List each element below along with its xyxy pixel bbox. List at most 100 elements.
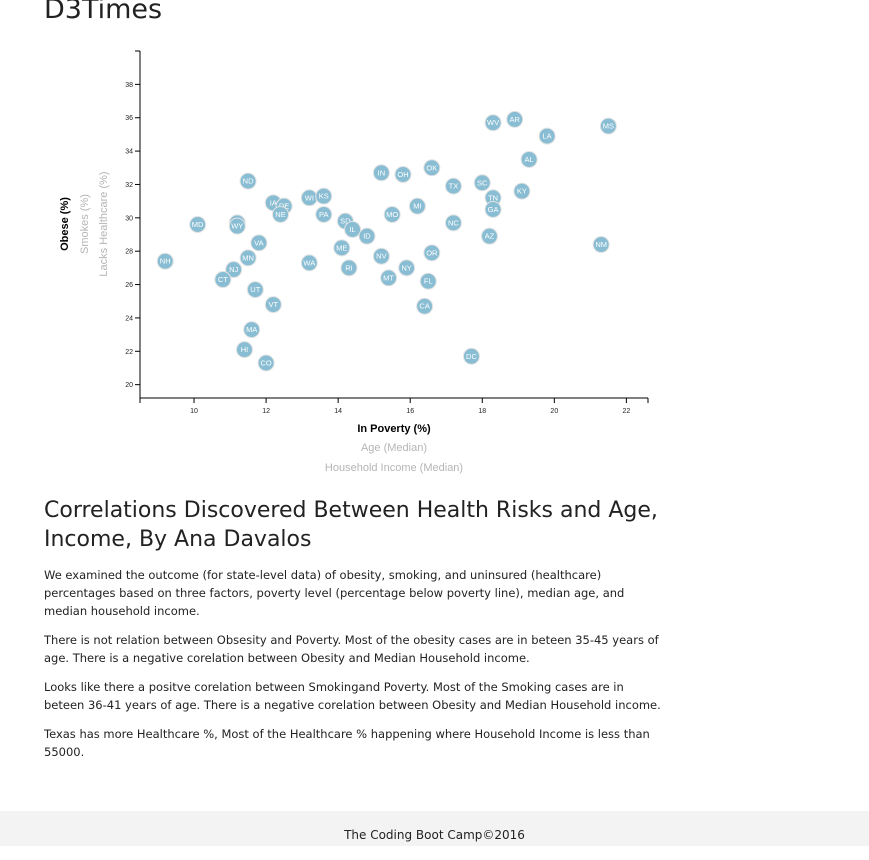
state-point[interactable] bbox=[272, 205, 290, 223]
x-tick-label: 22 bbox=[622, 408, 630, 415]
state-point[interactable] bbox=[538, 127, 556, 145]
state-label: AR bbox=[509, 115, 520, 124]
y-tick-label: 32 bbox=[125, 182, 133, 189]
state-label: SD bbox=[340, 217, 351, 226]
scatter-chart: 10 12 14 16 18 20 22 20 22 24 26 28 30 32 34 36 38 WV AR… bbox=[59, 50, 649, 474]
article-paragraph-2: There is not relation between Obsesity a… bbox=[44, 633, 659, 665]
state-point[interactable] bbox=[484, 200, 502, 218]
state-label: ME bbox=[336, 243, 347, 252]
state-point[interactable] bbox=[423, 159, 441, 177]
state-point[interactable] bbox=[264, 296, 282, 314]
x-axis-label-option[interactable]: Household Income (Median) bbox=[325, 462, 463, 474]
state-point[interactable] bbox=[372, 247, 390, 265]
article-paragraph-4: Texas has more Healthcare %, Most of the… bbox=[44, 727, 650, 759]
state-point[interactable] bbox=[235, 341, 253, 359]
y-axis-label-option[interactable]: Obese (%) bbox=[59, 197, 71, 251]
state-point[interactable] bbox=[300, 254, 318, 272]
state-label: DC bbox=[466, 352, 477, 361]
article-paragraph-1: We examined the outcome (for state-level… bbox=[44, 568, 625, 618]
state-label: MI bbox=[413, 202, 421, 211]
state-point[interactable] bbox=[520, 150, 538, 168]
state-label: UT bbox=[250, 285, 260, 294]
article-heading: Correlations Discovered Between Health R… bbox=[44, 498, 658, 552]
state-label: ID bbox=[363, 232, 371, 241]
state-point[interactable] bbox=[214, 271, 232, 289]
x-axis: 10 12 14 16 18 20 22 bbox=[139, 397, 649, 415]
state-label: IA bbox=[270, 198, 277, 207]
x-tick-label: 20 bbox=[550, 408, 558, 415]
state-label: WV bbox=[487, 118, 499, 127]
state-label: KY bbox=[517, 187, 527, 196]
x-tick-label: 14 bbox=[334, 408, 342, 415]
state-point[interactable] bbox=[423, 244, 441, 262]
state-point[interactable] bbox=[156, 252, 174, 270]
state-point[interactable] bbox=[398, 259, 416, 277]
state-point[interactable] bbox=[243, 321, 261, 339]
state-point[interactable] bbox=[484, 114, 502, 132]
state-point[interactable] bbox=[358, 227, 376, 245]
y-tick-label: 38 bbox=[125, 82, 133, 89]
state-point[interactable] bbox=[315, 187, 333, 205]
state-label: NE bbox=[275, 210, 285, 219]
state-point[interactable] bbox=[506, 110, 524, 128]
page-title: D3Times bbox=[44, 0, 163, 25]
state-label: NC bbox=[448, 218, 459, 227]
state-point[interactable] bbox=[372, 164, 390, 182]
state-point[interactable] bbox=[257, 354, 275, 372]
state-point[interactable] bbox=[383, 205, 401, 223]
state-label: NJ bbox=[229, 265, 238, 274]
state-point[interactable] bbox=[419, 272, 437, 290]
state-label: WY bbox=[231, 222, 243, 231]
state-point[interactable] bbox=[246, 281, 264, 299]
state-label: RI bbox=[345, 263, 353, 272]
y-tick-label: 20 bbox=[125, 382, 133, 389]
x-tick-label: 16 bbox=[406, 408, 414, 415]
state-point[interactable] bbox=[408, 197, 426, 215]
state-point[interactable] bbox=[340, 259, 358, 277]
y-axis: 20 22 24 26 28 30 32 34 36 38 bbox=[125, 50, 141, 398]
state-label: MS bbox=[603, 122, 614, 131]
state-label: SC bbox=[477, 178, 488, 187]
y-tick-label: 28 bbox=[125, 249, 133, 256]
state-label: VA bbox=[254, 238, 263, 247]
state-label: CO bbox=[260, 358, 271, 367]
state-point[interactable] bbox=[513, 182, 531, 200]
state-label: HI bbox=[241, 345, 249, 354]
state-point[interactable] bbox=[380, 269, 398, 287]
state-label: NY bbox=[401, 263, 411, 272]
state-label: NM bbox=[595, 240, 607, 249]
state-label: NV bbox=[376, 252, 386, 261]
state-point[interactable] bbox=[189, 216, 207, 233]
state-point[interactable] bbox=[462, 347, 480, 365]
state-label: TN bbox=[488, 193, 498, 202]
state-point[interactable] bbox=[344, 221, 362, 239]
state-point[interactable] bbox=[250, 234, 268, 252]
state-point[interactable] bbox=[444, 177, 462, 195]
state-point[interactable] bbox=[225, 261, 243, 279]
state-point[interactable] bbox=[228, 217, 246, 235]
state-label: TX bbox=[449, 182, 459, 191]
state-point[interactable] bbox=[599, 117, 617, 135]
y-axis-label-option[interactable]: Lacks Healthcare (%) bbox=[98, 171, 110, 276]
state-point[interactable] bbox=[315, 205, 333, 223]
state-label: WI bbox=[305, 193, 314, 202]
state-point[interactable] bbox=[239, 249, 257, 267]
state-point[interactable] bbox=[239, 172, 257, 190]
state-point[interactable] bbox=[444, 214, 462, 232]
y-axis-label-option[interactable]: Smokes (%) bbox=[79, 194, 91, 254]
x-tick-label: 18 bbox=[478, 408, 486, 415]
y-tick-label: 36 bbox=[125, 115, 133, 122]
x-axis-label-option[interactable]: In Poverty (%) bbox=[357, 423, 431, 435]
state-label: ND bbox=[243, 177, 254, 186]
article-paragraph-3: Looks like there a positve corelation be… bbox=[44, 680, 661, 712]
x-tick-label: 10 bbox=[190, 408, 198, 415]
x-axis-label-option[interactable]: Age (Median) bbox=[361, 442, 427, 454]
state-point[interactable] bbox=[473, 174, 491, 192]
state-label: MT bbox=[383, 273, 394, 282]
state-point[interactable] bbox=[480, 227, 498, 245]
state-point[interactable] bbox=[333, 239, 351, 257]
state-point[interactable] bbox=[416, 297, 434, 315]
state-point[interactable] bbox=[394, 165, 412, 183]
state-label: PA bbox=[319, 210, 328, 219]
state-point[interactable] bbox=[592, 236, 610, 254]
